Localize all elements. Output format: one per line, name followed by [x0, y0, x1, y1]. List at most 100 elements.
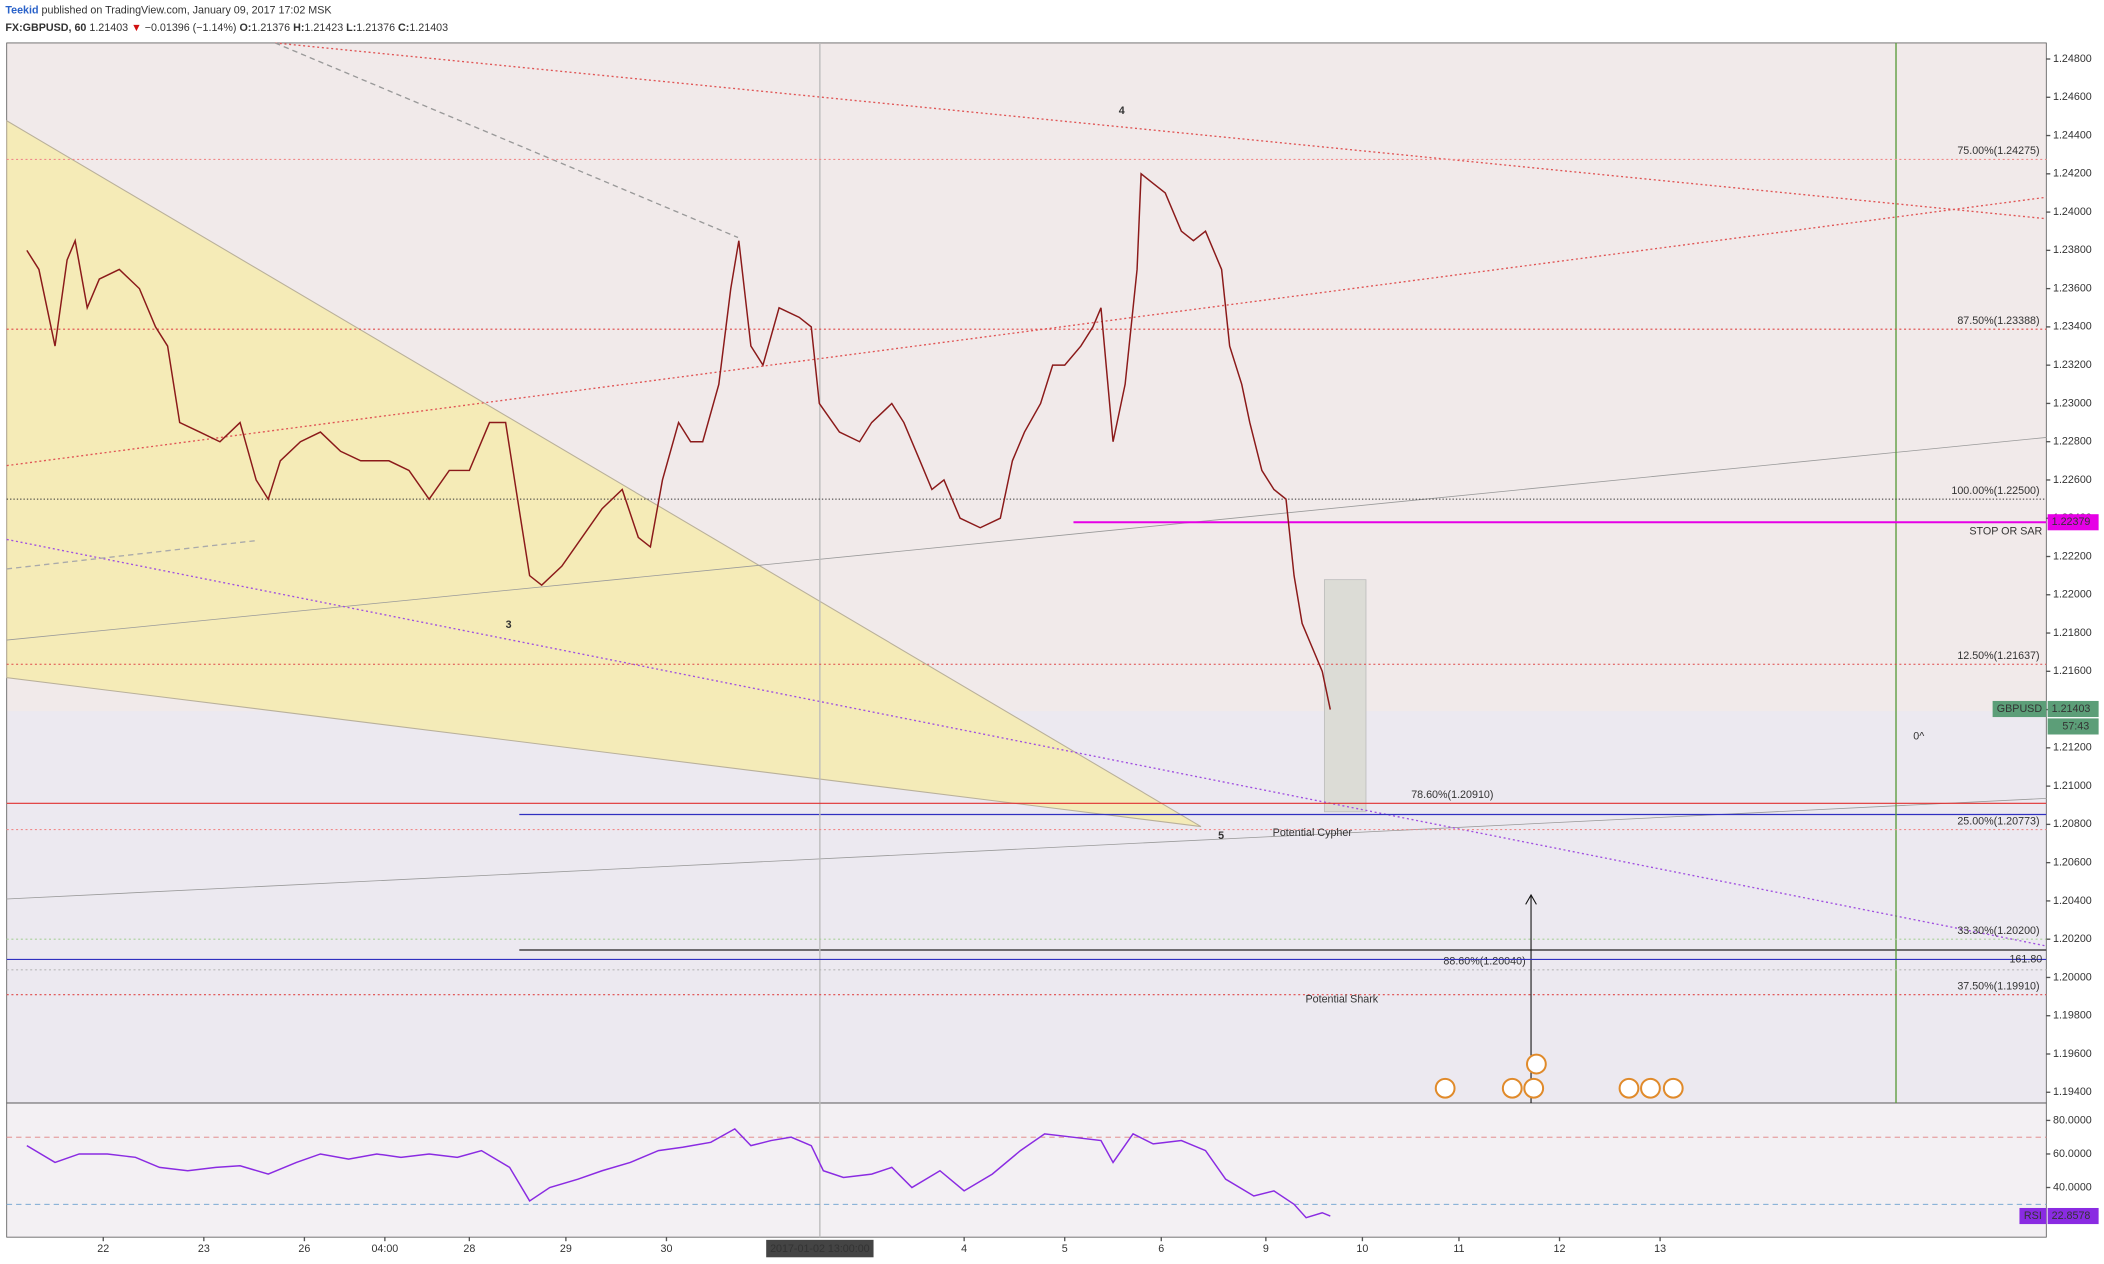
x-tick-label: 23	[198, 1243, 210, 1255]
y-tick-label: 1.20400	[2053, 895, 2092, 907]
y-tick-label: 1.20200	[2053, 933, 2092, 945]
high: 1.21423	[304, 22, 343, 34]
rsi-value: 22.8578	[2052, 1210, 2091, 1222]
y-tick-label: 1.20600	[2053, 856, 2092, 868]
y-tick-label: 1.23400	[2053, 321, 2092, 333]
level-label: 37.50%(1.19910)	[1957, 980, 2039, 992]
x-tick-label: 6	[1158, 1243, 1164, 1255]
projection-box	[1323, 579, 1367, 813]
y-tick-label: 1.22000	[2053, 589, 2092, 601]
event-icon	[1640, 1077, 1661, 1099]
level-label: 87.50%(1.23388)	[1957, 315, 2039, 327]
x-tick-label: 12	[1554, 1243, 1566, 1255]
level-label: 25.00%(1.20773)	[1957, 815, 2039, 827]
header-line: Teekid published on TradingView.com, Jan…	[5, 5, 332, 17]
level-label: 75.00%(1.24275)	[1957, 145, 2039, 157]
y-tick-label: 1.22600	[2053, 474, 2092, 486]
trend-line	[6, 538, 2047, 947]
x-tick-label: 9	[1263, 1243, 1269, 1255]
change: −0.01396 (−1.14%)	[145, 22, 237, 34]
y-tick-label: 1.20000	[2053, 971, 2092, 983]
rsi-name: RSI	[2024, 1210, 2042, 1222]
event-icon	[1662, 1077, 1684, 1099]
countdown-tag	[2047, 718, 2099, 735]
event-icons	[1434, 1053, 1684, 1099]
price-tag-label: 1.22379	[2052, 516, 2091, 528]
series-tag	[1992, 700, 2047, 718]
level-label: 161.80	[2009, 953, 2042, 965]
y-tick-label: 1.21800	[2053, 627, 2092, 639]
published: published on TradingView.com, January 09…	[42, 5, 333, 17]
arrow-head	[1525, 893, 1537, 905]
annotation: Potential Shark	[1305, 993, 1378, 1005]
x-tick-label: 13	[1654, 1243, 1666, 1255]
annotation: 4	[1119, 105, 1125, 117]
price-tag	[2047, 700, 2099, 718]
l-label: L:	[346, 22, 356, 34]
crosshair-tag	[766, 1239, 874, 1258]
rsi-tag	[2019, 1207, 2047, 1225]
price-line	[26, 172, 1332, 710]
y-tick-label: 60.0000	[2053, 1148, 2092, 1160]
event-icon	[1525, 1053, 1547, 1075]
x-tick-label: 5	[1062, 1243, 1068, 1255]
rsi-pane	[6, 1102, 2047, 1238]
y-tick-label: 1.24400	[2053, 129, 2092, 141]
y-tick-label: 1.24200	[2053, 168, 2092, 180]
h-label: H:	[293, 22, 304, 34]
x-tick-label: 04:00	[371, 1243, 398, 1255]
trend-line	[274, 42, 739, 239]
y-tick-label: 1.23200	[2053, 359, 2092, 371]
close: 1.21403	[409, 22, 448, 34]
open: 1.21376	[251, 22, 290, 34]
x-tick-label: 30	[660, 1243, 672, 1255]
trend-line	[6, 196, 2047, 467]
series-tag-label: GBPUSD	[1997, 703, 2043, 715]
countdown: 57:43	[2062, 720, 2089, 732]
trend-line	[6, 540, 256, 570]
x-tick-label: 26	[298, 1243, 310, 1255]
y-tick-label: 1.19600	[2053, 1048, 2092, 1060]
c-label: C:	[398, 22, 409, 34]
event-icon	[1434, 1077, 1456, 1099]
x-tick-label: 10	[1356, 1243, 1368, 1255]
symbol: FX:GBPUSD, 60	[5, 22, 86, 34]
rsi-value-tag	[2047, 1207, 2099, 1225]
level-label: 12.50%(1.21637)	[1957, 650, 2039, 662]
y-tick-label: 1.21000	[2053, 780, 2092, 792]
x-tick-label: 29	[560, 1243, 572, 1255]
price-line	[26, 1127, 1331, 1219]
event-icon	[1501, 1077, 1523, 1099]
price-tag-label: 1.21403	[2052, 703, 2091, 715]
y-tick-label: 1.21600	[2053, 665, 2092, 677]
event-icon	[1523, 1077, 1545, 1099]
y-tick-label: 1.24000	[2053, 206, 2092, 218]
annotation: 3	[506, 619, 512, 631]
arrow: ▼	[131, 22, 142, 34]
level-label: 88.60%(1.20040)	[1443, 956, 1525, 968]
author: Teekid	[5, 5, 38, 17]
triangle-pattern	[6, 119, 1202, 828]
header-line: FX:GBPUSD, 60 1.21403 ▼ −0.01396 (−1.14%…	[5, 22, 448, 34]
y-tick-label: 1.19400	[2053, 1086, 2092, 1098]
annotation: Potential Cypher	[1273, 827, 1353, 839]
level-label: STOP OR SAR	[1969, 525, 2042, 537]
annotation: 5	[1218, 830, 1224, 842]
y-tick-label: 40.0000	[2053, 1181, 2092, 1193]
x-tick-label: 11	[1453, 1243, 1464, 1255]
y-tick-label: 80.0000	[2053, 1114, 2092, 1126]
y-tick-label: 1.24600	[2053, 91, 2092, 103]
last: 1.21403	[89, 22, 128, 34]
y-tick-label: 1.24800	[2053, 53, 2092, 65]
y-tick-label: 1.20800	[2053, 818, 2092, 830]
price-tag	[2047, 514, 2099, 531]
crosshair-label: 2017-01-02 13:00:00	[770, 1243, 870, 1255]
level-label: 78.60%(1.20910)	[1411, 789, 1493, 801]
x-tick-label: 4	[961, 1243, 967, 1255]
y-tick-label: 1.21200	[2053, 742, 2092, 754]
annotation: 0^	[1913, 730, 1924, 742]
trend-line	[6, 437, 2047, 641]
y-tick-label: 1.23000	[2053, 397, 2092, 409]
